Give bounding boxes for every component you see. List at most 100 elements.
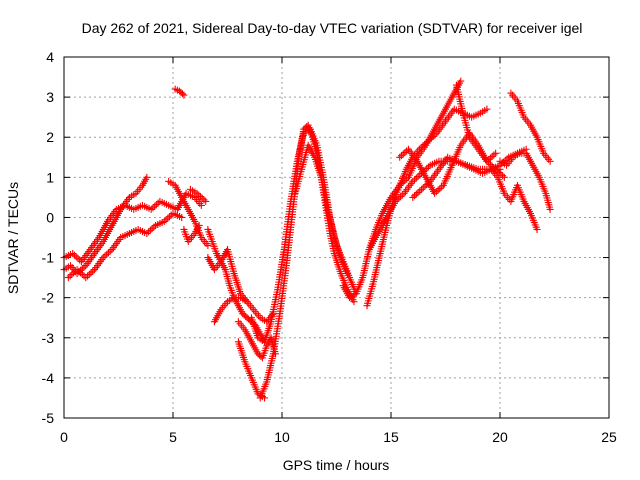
data-point [426,136,434,144]
data-point [393,196,401,204]
data-point [428,134,436,142]
data-point [546,157,554,165]
data-point [162,216,170,224]
data-point [149,204,157,212]
x-tick-label: 0 [60,429,68,445]
data-point [150,223,158,231]
series-track-6 [180,221,203,246]
data-point [411,176,419,184]
data-point [432,188,440,196]
data-point [396,153,404,161]
data-point [198,194,206,202]
data-point [419,142,427,150]
data-point [431,189,439,197]
data-point [499,172,507,180]
data-point [160,217,168,225]
axis-tick-labels: 0 5 10 15 20 25 -5 -4 -3 -2 -1 0 1 2 3 4 [42,49,617,445]
y-tick-label: 1 [46,169,54,185]
y-tick-label: -2 [42,290,55,306]
data-point [399,150,407,158]
data-point [343,270,351,278]
data-point [412,190,420,198]
data-point [431,131,439,139]
data-point [412,174,420,182]
data-point [401,148,409,156]
data-point [146,226,154,234]
data-point [85,270,93,278]
y-tick-label: -3 [42,330,55,346]
data-point [193,189,201,197]
data-point [457,77,465,85]
y-tick-label: -5 [42,410,55,426]
data-point [178,213,186,221]
grid-lines [64,57,609,418]
data-point [416,187,424,195]
data-point [438,183,446,191]
data-point [418,185,426,193]
data-point [397,152,405,160]
data-point [64,274,72,282]
data-point [423,181,431,189]
data-point [350,298,358,306]
data-point [66,272,74,280]
data-point [429,132,437,140]
y-axis-label: SDTVAR / TECUs [5,182,21,294]
data-point [104,249,112,257]
y-tick-label: -4 [42,370,55,386]
data-point [483,105,491,113]
data-point [70,251,78,259]
data-point [73,266,81,274]
data-point [486,154,494,162]
series-track-16 [339,77,465,302]
series-track-9 [204,246,251,306]
series-track-15 [291,141,351,278]
y-tick-label: 4 [46,49,54,65]
y-tick-label: -1 [42,250,55,266]
series-track-24 [487,165,541,233]
series-track-22 [507,89,554,165]
data-point [195,191,203,199]
x-axis-label: GPS time / hours [283,457,390,473]
series-track-7 [186,185,210,205]
data-point [490,151,498,159]
data-point [395,194,403,202]
series-track-3 [64,209,186,282]
data-point [106,247,114,255]
data-point [74,254,82,262]
data-point [101,252,109,260]
data-point [485,156,493,164]
data-point [200,196,208,204]
y-tick-label: 3 [46,89,54,105]
data-point [415,145,423,153]
data-point [414,189,422,197]
data-point [87,269,95,277]
data-point [409,193,417,201]
data-point [148,225,156,233]
series-track-8 [204,225,269,346]
data-point [497,170,505,178]
data-point [423,165,431,173]
data-point [147,205,155,213]
data-point [82,274,90,282]
data-point [422,139,430,147]
data-point [99,254,107,262]
data-point [164,214,172,222]
data-point [154,199,162,207]
data-point [151,202,159,210]
y-tick-label: 0 [46,209,54,225]
data-point [421,182,429,190]
data-point [68,270,76,278]
data-points [60,77,554,402]
y-tick-label: 2 [46,129,54,145]
data-point [397,193,405,201]
series-track-21 [452,81,500,165]
data-point [424,163,432,171]
series-track-23 [496,149,554,213]
data-point [398,191,406,199]
x-tick-label: 25 [601,429,617,445]
data-point [143,173,151,181]
plot-border [63,56,610,419]
data-point [202,197,210,205]
data-point [411,192,419,200]
data-point [546,205,554,213]
